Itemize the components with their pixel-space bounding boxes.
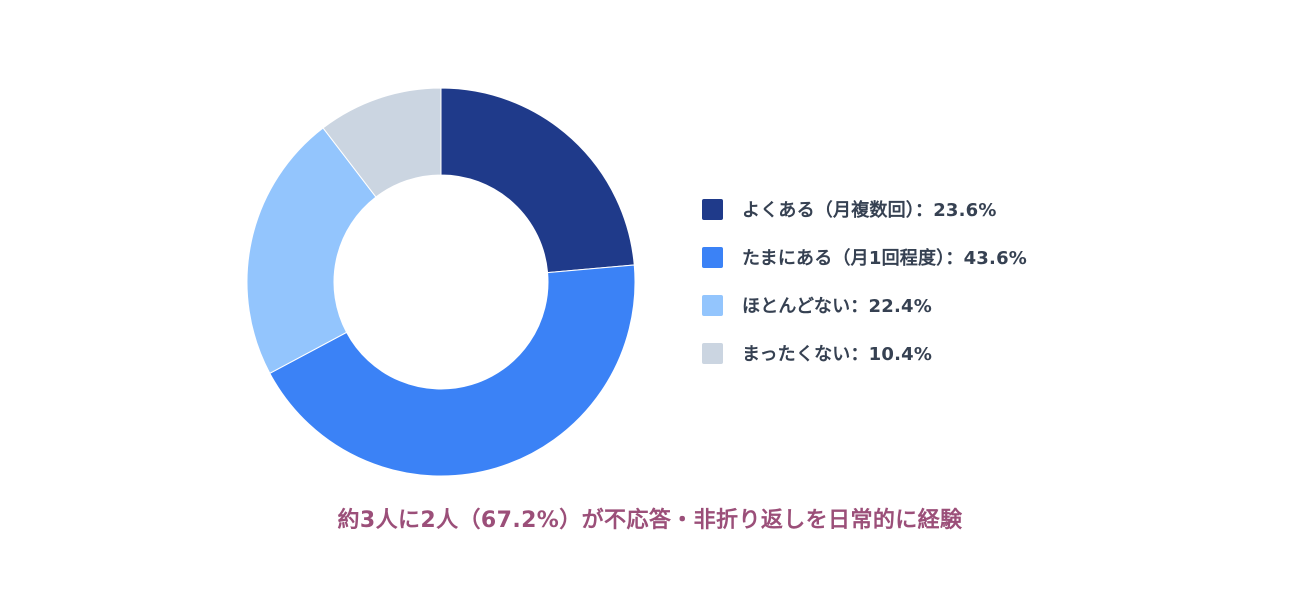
donut-slice-often [440, 87, 635, 274]
legend-label-sometimes: たまにある（月1回程度）：43.6% [742, 248, 1028, 269]
donut-slice-sometimes [269, 264, 636, 477]
legend-item-never: まったくない：10.4% [702, 341, 1122, 365]
donut-slice-rarely [246, 127, 377, 374]
legend-item-rarely: ほとんどない：22.4% [702, 293, 1122, 317]
legend-swatch-sometimes [702, 246, 723, 268]
legend-swatch-never [702, 342, 723, 364]
legend-label-rarely: ほとんどない：22.4% [742, 296, 932, 317]
donut-slice-never [322, 87, 442, 198]
legend-swatch-often [702, 198, 723, 220]
chart-caption: 約3人に2人（67.2%）が不応答・非折り返しを日常的に経験 [337, 508, 963, 533]
legend-label-often: よくある（月複数回）：23.6% [742, 200, 997, 221]
chart-legend: よくある（月複数回）：23.6% たまにある（月1回程度）：43.6% ほとんど… [702, 197, 1122, 389]
legend-item-often: よくある（月複数回）：23.6% [702, 197, 1122, 221]
legend-item-sometimes: たまにある（月1回程度）：43.6% [702, 245, 1122, 269]
legend-label-never: まったくない：10.4% [742, 344, 933, 365]
legend-swatch-rarely [702, 294, 723, 316]
